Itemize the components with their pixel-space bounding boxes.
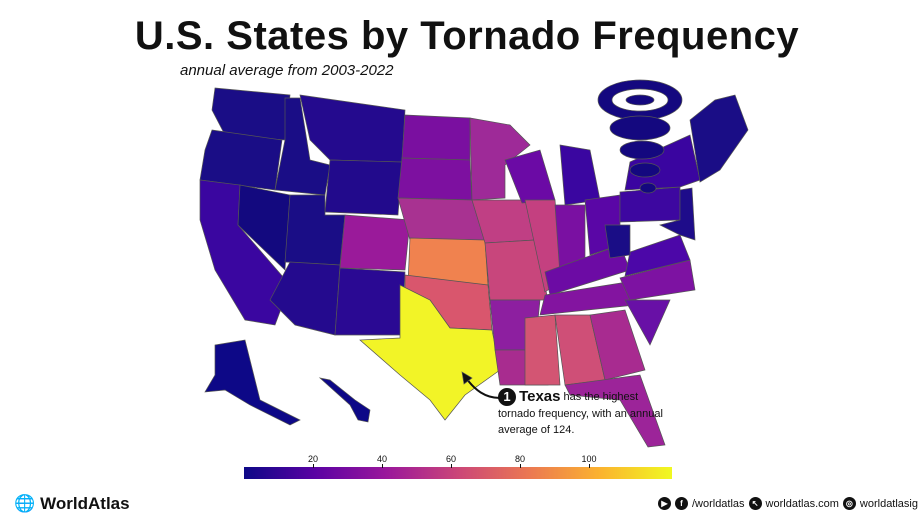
states <box>199 87 749 448</box>
state-nm <box>334 267 406 336</box>
state-va <box>624 234 691 277</box>
state-wi <box>504 149 556 204</box>
instagram-handle[interactable]: worldatlasig <box>859 497 918 510</box>
rank-badge: 1 <box>498 388 516 406</box>
facebook-icon[interactable]: f <box>674 497 688 510</box>
color-scale-legend <box>244 467 672 479</box>
state-ne <box>397 197 486 243</box>
legend-tick: 40 <box>376 454 388 464</box>
state-id <box>274 97 331 196</box>
legend-tick: 100 <box>581 454 597 464</box>
state-hi <box>318 377 371 423</box>
state-ms <box>524 314 561 386</box>
callout-text: has the highest tornado frequency, with … <box>498 390 663 436</box>
arrow-head <box>461 371 473 385</box>
state-az <box>269 261 341 336</box>
state-co <box>339 214 411 271</box>
social-links: ▶ f /worldatlas ↖ worldatlas.com ◎ world… <box>657 497 918 510</box>
state-new-england <box>689 94 749 183</box>
tornado-icon <box>597 79 683 194</box>
cursor-icon[interactable]: ↖ <box>748 497 762 510</box>
state-nv <box>237 184 291 271</box>
state-nd <box>401 114 471 161</box>
website-link[interactable]: worldatlas.com <box>765 497 839 510</box>
youtube-icon[interactable]: ▶ <box>657 497 671 510</box>
legend-tick: 20 <box>307 454 319 464</box>
state-mt <box>299 94 406 163</box>
state-ga <box>589 309 646 381</box>
state-wy <box>324 159 403 216</box>
subtitle: annual average from 2003-2022 <box>180 62 394 79</box>
state-wv <box>604 224 631 259</box>
state-fl <box>564 374 666 448</box>
state-sc <box>624 299 671 346</box>
instagram-icon[interactable]: ◎ <box>842 497 856 510</box>
state-ak <box>204 339 301 426</box>
state-or <box>199 129 283 191</box>
page-title: U.S. States by Tornado Frequency <box>134 14 800 58</box>
legend-tick: 60 <box>445 454 457 464</box>
legend-tick: 80 <box>514 454 526 464</box>
facebook-handle[interactable]: /worldatlas <box>691 497 745 510</box>
globe-icon: 🌐 <box>14 494 36 513</box>
callout-state: Texas <box>519 388 561 405</box>
state-sd <box>397 157 473 201</box>
state-mi <box>559 144 601 206</box>
brand-name: WorldAtlas <box>40 494 130 513</box>
state-tx <box>359 284 501 421</box>
worldatlas-logo: 🌐 WorldAtlas <box>14 494 130 514</box>
texas-callout: 1 Texas has the highest tornado frequenc… <box>498 388 678 438</box>
state-md-de-nj <box>658 187 696 241</box>
